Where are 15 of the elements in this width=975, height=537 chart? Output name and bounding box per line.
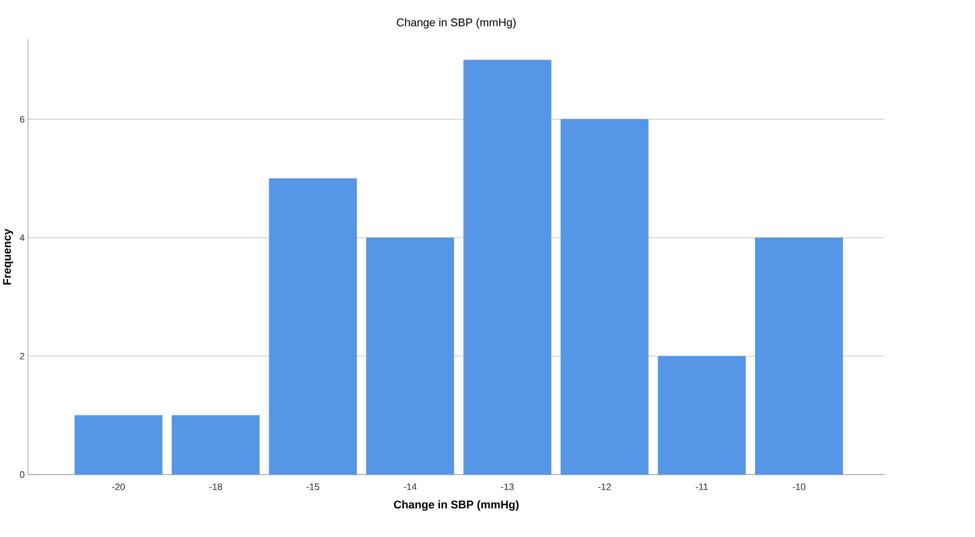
y-tick-label: 0	[20, 471, 24, 478]
x-tick-label: -11	[696, 483, 708, 490]
y-tick-label: 2	[20, 352, 24, 360]
y-tick-label: 4	[20, 234, 24, 241]
x-tick-label: -15	[306, 483, 320, 490]
x-axis-title: Change in SBP (mmHg)	[394, 500, 519, 511]
y-axis-title: Frequency	[3, 228, 14, 284]
y-tick-label: 6	[20, 116, 24, 122]
x-tick-label: -12	[598, 483, 611, 490]
x-tick-label: -20	[112, 483, 125, 490]
x-tick-label: -10	[792, 483, 806, 490]
x-tick-label: -18	[209, 483, 222, 490]
chart-title: Change in SBP (mmHg)	[396, 18, 516, 28]
x-tick-label: -13	[501, 483, 514, 490]
x-tick-label: -14	[404, 483, 417, 490]
